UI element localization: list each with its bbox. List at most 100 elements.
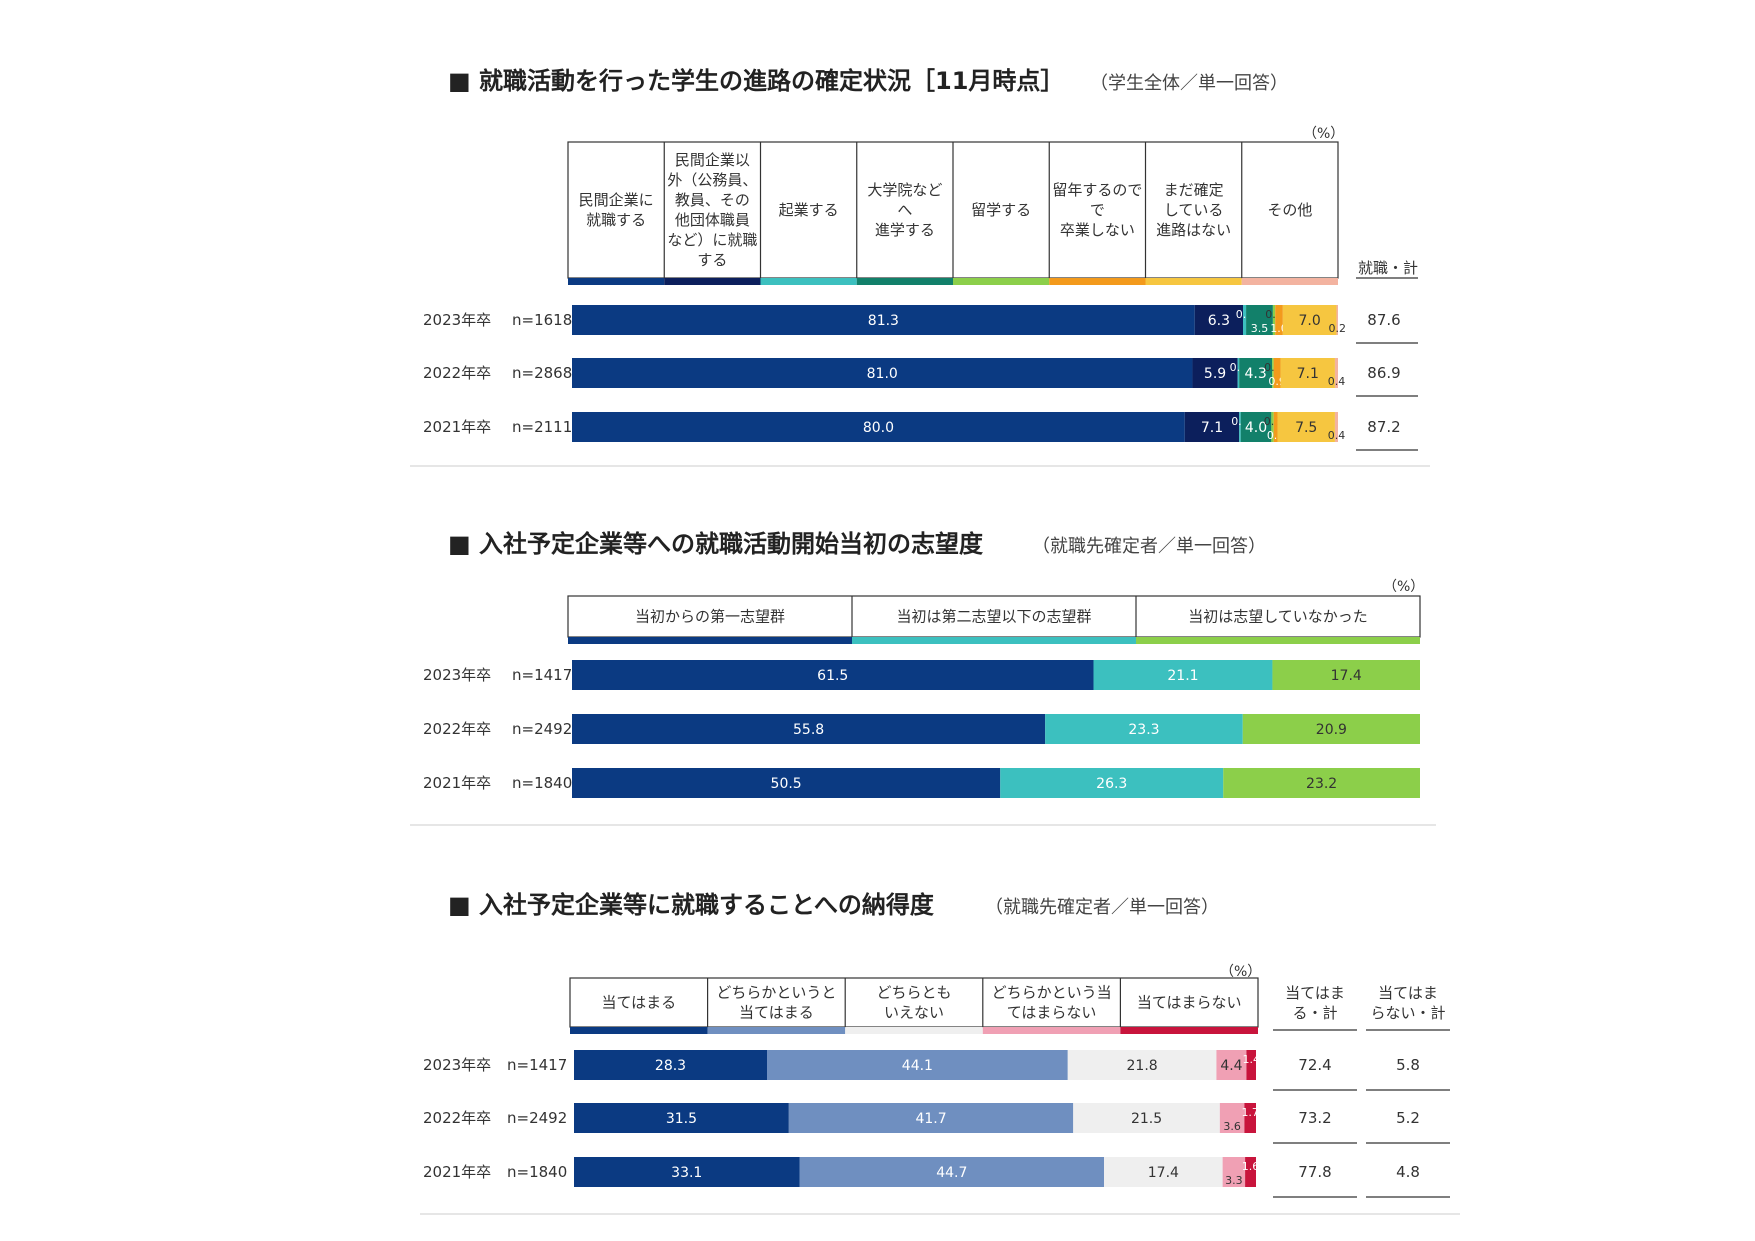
chart1-bar-segment [1239,358,1273,388]
chart3-bar-segment [788,1103,1074,1133]
chart3-data-label: 44.1 [902,1058,933,1074]
chart1-data-label: 7.5 [1295,420,1317,436]
chart3-total-value: 72.4 [1298,1056,1331,1074]
chart1-data-label: 4.3 [1245,366,1267,382]
chart3-data-label: 21.5 [1131,1111,1162,1127]
chart2-bar-segment [1223,768,1420,798]
chart3-data-label: 3.6 [1223,1120,1241,1133]
chart1-bar-segment [1194,305,1244,335]
chart1-legend-label: 起業する [779,201,839,219]
chart3-bar-segment [1245,1157,1256,1187]
chart3-legend-label: 当てはまる [601,994,676,1012]
chart1-data-label: 0.4 [1328,375,1346,388]
chart3-data-label: 1.7 [1241,1106,1259,1119]
chart1-data-label: 3.5 [1251,322,1269,335]
chart1-row-n: n=2868 [512,364,572,382]
chart1-legend-label: 他団体職員 [675,211,750,229]
chart1-legend-label: まだ確定 [1164,181,1224,199]
chart1-bar-segment [1334,358,1338,388]
chart2-data-label: 23.2 [1306,776,1337,792]
chart3-legend-label: 当てはまらない [1137,994,1242,1012]
chart3-legend-swatch [570,1027,708,1034]
chart2-legend-swatch [568,637,852,644]
chart1-legend-label: 卒業しない [1060,221,1135,239]
chart3-data-label: 41.7 [915,1111,946,1127]
chart2-title: ■ 入社予定企業等への就職活動開始当初の志望度 [448,530,984,558]
chart1-bar-segment [1282,305,1337,335]
chart1-bar-segment [1275,305,1283,335]
chart1-data-label: 7.0 [1299,313,1321,329]
chart2-bar-segment [1242,714,1420,744]
chart1-data-label: 7.1 [1297,366,1319,382]
chart3-data-label: 17.4 [1148,1165,1179,1181]
chart3-bar-segment [799,1157,1105,1187]
chart3-bar-segment [1244,1103,1256,1133]
chart3-total-header: 当てはま [1378,984,1438,1002]
chart1-row-year: 2021年卒 [423,418,491,436]
chart2-bar-segment [1272,660,1420,690]
chart3-data-label: 1.6 [1242,1160,1260,1173]
chart1-bar-segment [1272,358,1274,388]
chart1-bar-segment [1280,358,1335,388]
chart1-bar-segment [572,305,1195,335]
chart3-bar-segment [574,1157,800,1187]
chart1-legend-swatch [1241,278,1338,285]
chart3-legend-label: てはまらない [1007,1004,1097,1022]
chart3-total-header: らない・計 [1370,1004,1445,1022]
chart2-legend-label: 当初は志望していなかった [1188,608,1368,626]
chart1-unit: （%） [1303,126,1344,142]
chart3-legend-label: どちらかという当 [992,984,1112,1002]
chart1-data-label: 0.4 [1328,429,1346,442]
chart3-bar-segment [1073,1103,1220,1133]
chart3-data-label: 4.4 [1220,1058,1242,1074]
chart1-bar-segment [1192,358,1238,388]
chart3-bar-segment [574,1050,768,1080]
chart3-total-value: 5.8 [1396,1056,1420,1074]
chart2-row-year: 2021年卒 [423,774,491,792]
chart2-data-label: 61.5 [817,668,848,684]
chart2-data-label: 20.9 [1316,722,1347,738]
chart3-legend-label: どちらかというと [716,984,836,1002]
chart3-bar-segment [1104,1157,1223,1187]
chart3-subtitle: （就職先確定者／単一回答） [985,897,1219,918]
chart2-bar-segment [1000,768,1224,798]
chart1-data-label: 7.1 [1201,420,1223,436]
chart3-header-frame [569,977,1259,1028]
chart1-total-label: 就職・計 [1358,259,1418,277]
chart1-data-label: 81.3 [868,313,899,329]
chart1-legend-label: 教員、その [675,191,750,209]
chart1-data-label: 0.2 [1328,322,1346,335]
chart1-legend-swatch [1145,278,1242,285]
chart1-data-label: 5.9 [1204,366,1226,382]
chart3-row-n: n=2492 [507,1109,567,1127]
chart3-total-value: 77.8 [1298,1163,1331,1181]
chart3-data-label: 44.7 [936,1165,967,1181]
chart2-legend-swatch [1136,637,1420,644]
chart3-unit: （%） [1220,964,1261,980]
chart3-bar-segment [1219,1103,1245,1133]
chart1-legend-swatch [1049,278,1146,285]
chart1-legend-label: その他 [1267,201,1312,219]
chart1-data-label: 81.0 [867,366,898,382]
chart1-row-n: n=1618 [512,311,572,329]
chart2-subtitle: （就職先確定者／単一回答） [1032,536,1266,557]
chart1-legend-label: 進路はない [1156,221,1231,239]
chart3-total-value: 5.2 [1396,1109,1420,1127]
chart1-data-label: 6.3 [1208,313,1230,329]
chart1-bar-segment [1243,305,1247,335]
chart3-row-year: 2023年卒 [423,1056,491,1074]
chart1-legend-swatch [856,278,953,285]
chart3-data-label: 3.3 [1225,1174,1243,1187]
chart3-bar-segment [1067,1050,1217,1080]
chart3-legend-label: 当てはまる [739,1004,814,1022]
chart2-row-n: n=1840 [512,774,572,792]
chart1-data-label: 80.0 [863,420,894,436]
chart2-data-label: 17.4 [1331,668,1362,684]
chart3-bar-segment [1222,1157,1246,1187]
chart3-data-label: 33.1 [671,1165,702,1181]
chart1-legend-label: 外（公務員、 [667,171,757,189]
chart1-legend-label: 民間企業に [579,191,654,209]
chart2-row-year: 2022年卒 [423,720,491,738]
chart1-bar-segment [1272,305,1276,335]
